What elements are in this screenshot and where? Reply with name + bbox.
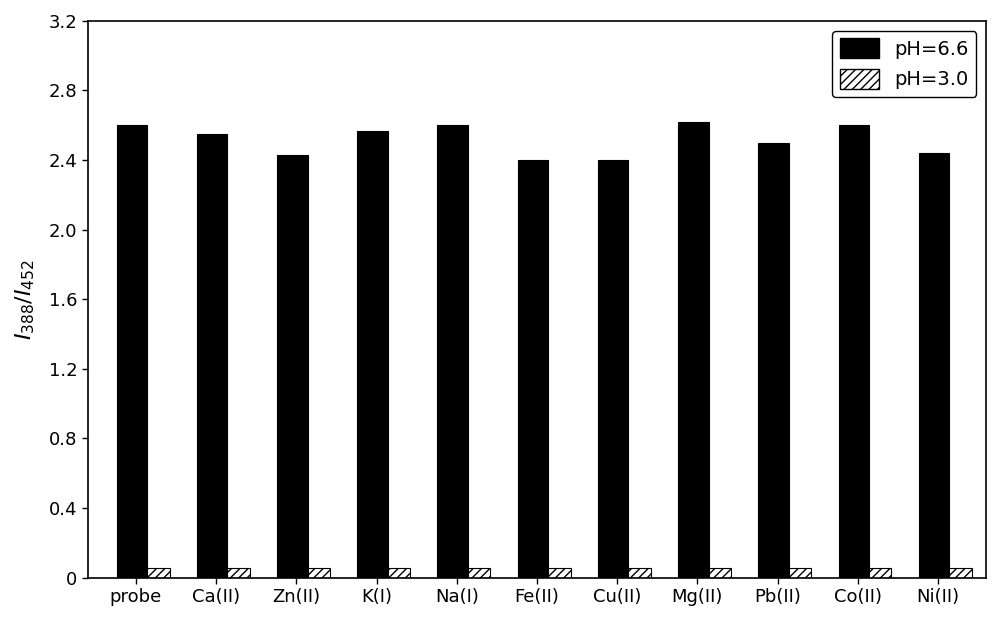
Legend: pH=6.6, pH=3.0: pH=6.6, pH=3.0 [832,30,976,97]
Bar [227,568,250,578]
Bar [598,160,628,578]
Bar [388,568,410,578]
Bar [678,122,709,578]
Bar [277,155,308,578]
Bar [147,568,170,578]
Bar [839,125,869,578]
Bar [308,568,330,578]
Bar [437,125,468,578]
Bar [468,568,490,578]
Bar [919,153,949,578]
Bar [789,568,811,578]
Bar [869,568,891,578]
Bar [949,568,972,578]
Bar [357,130,388,578]
Bar [628,568,651,578]
Bar [518,160,548,578]
Bar [117,125,147,578]
Y-axis label: $I_{388}/I_{452}$: $I_{388}/I_{452}$ [14,259,37,340]
Bar [197,134,227,578]
Bar [709,568,731,578]
Bar [758,143,789,578]
Bar [548,568,571,578]
